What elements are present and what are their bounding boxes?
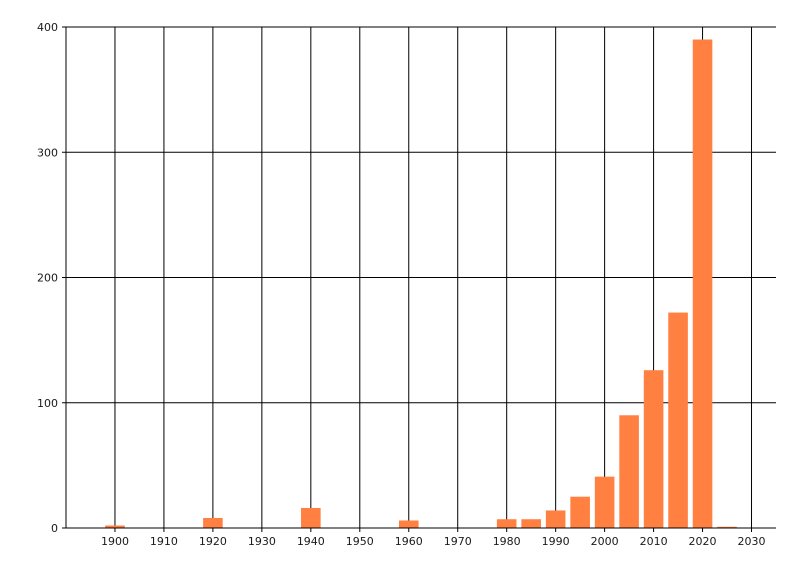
bar-2010	[643, 370, 664, 528]
x-tick-label: 2020	[689, 535, 717, 548]
x-tick-label: 1910	[150, 535, 178, 548]
x-tick-label: 1900	[101, 535, 129, 548]
bar-1960	[398, 520, 419, 528]
bar-1985	[521, 519, 541, 528]
x-tick-label: 1940	[297, 535, 325, 548]
y-tick-label: 200	[37, 272, 58, 285]
x-tick-label: 1950	[346, 535, 374, 548]
x-tick-label: 1920	[199, 535, 227, 548]
bar-2025	[717, 526, 737, 528]
bar-1900	[105, 525, 125, 528]
x-tick-label: 1930	[248, 535, 276, 548]
bar-1920	[203, 517, 223, 528]
x-tick-label: 2030	[738, 535, 766, 548]
bar-1940	[301, 507, 321, 528]
bar-1990	[545, 510, 566, 528]
bar-2000	[594, 476, 615, 528]
y-tick-label: 300	[37, 146, 58, 159]
bar-1995	[570, 496, 590, 528]
bar-1980	[496, 519, 517, 528]
y-tick-label: 0	[51, 522, 58, 535]
x-tick-label: 1960	[395, 535, 423, 548]
bar-2005	[619, 415, 639, 528]
x-tick-label: 2000	[591, 535, 619, 548]
x-tick-label: 1970	[444, 535, 472, 548]
x-tick-label: 2010	[640, 535, 668, 548]
x-tick-label: 1980	[493, 535, 521, 548]
y-tick-label: 400	[37, 21, 58, 34]
y-tick-label: 100	[37, 397, 58, 410]
bar-2020	[692, 39, 713, 529]
bar-2015	[668, 312, 688, 528]
x-tick-label: 1990	[542, 535, 570, 548]
